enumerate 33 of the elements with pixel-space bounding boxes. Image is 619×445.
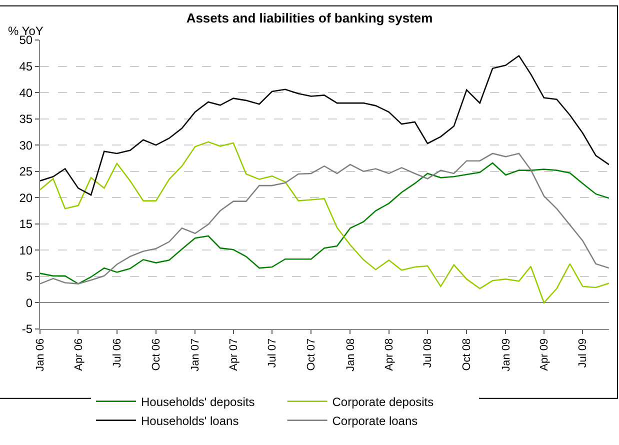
y-tick-label: -5 — [22, 322, 33, 336]
x-tick-label: Jul 06 — [111, 338, 124, 368]
x-tick-label: Oct 07 — [306, 338, 318, 371]
y-tick-label: 0 — [26, 296, 33, 310]
x-tick-label: Jul 09 — [577, 338, 590, 368]
x-tick-label: Apr 06 — [72, 338, 85, 371]
chart-title: Assets and liabilities of banking system — [186, 10, 433, 26]
x-tick-label: Jan 06 — [34, 338, 47, 372]
y-tick-label: 15 — [19, 217, 33, 232]
x-tick-label: Apr 08 — [383, 338, 396, 371]
legend-label: Households' loans — [141, 414, 239, 428]
y-tick-label: 20 — [19, 190, 33, 205]
x-tick-label: Jul 08 — [422, 338, 434, 368]
line-series — [40, 55, 609, 196]
x-tick-label: Jan 07 — [190, 338, 202, 372]
legend-label: Corporate loans — [332, 414, 418, 428]
legend-label: Corporate deposits — [332, 394, 434, 409]
y-tick-label: 5 — [26, 270, 33, 284]
x-tick-label: Apr 07 — [228, 338, 240, 371]
y-tick-label: 25 — [19, 164, 33, 179]
y-tick-label: 35 — [19, 112, 33, 126]
y-tick-label: 40 — [19, 86, 33, 100]
legend-label: Households' deposits — [141, 394, 255, 409]
x-tick-label: Jan 08 — [344, 338, 357, 372]
y-tick-label: 30 — [19, 138, 33, 152]
x-tick-label: Jul 07 — [266, 338, 279, 368]
y-tick-label: 10 — [19, 243, 33, 258]
y-tick-label: 45 — [19, 59, 33, 74]
x-tick-label: Oct 08 — [461, 338, 474, 371]
line-series — [40, 141, 609, 304]
x-tick-label: Jan 09 — [500, 338, 512, 372]
x-tick-label: Apr 09 — [538, 338, 551, 371]
x-tick-label: Oct 06 — [150, 338, 163, 371]
